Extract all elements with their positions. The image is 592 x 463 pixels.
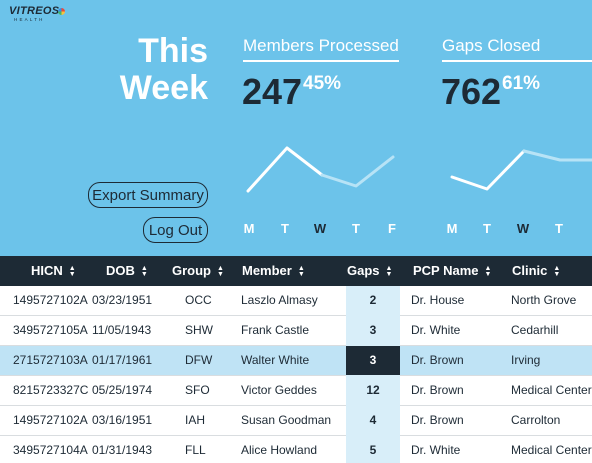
cell-hicn: 1495727102A xyxy=(13,413,88,427)
cell-pcp: Dr. House xyxy=(411,293,465,307)
day-label: M xyxy=(243,221,255,236)
members-divider xyxy=(243,60,399,62)
cell-dob: 11/05/1943 xyxy=(92,323,152,337)
cell-gaps: 3 xyxy=(346,316,400,345)
cell-hicn: 2715727103A xyxy=(13,353,88,367)
cell-gaps: 2 xyxy=(346,286,400,315)
cell-member: Susan Goodman xyxy=(241,413,332,427)
cell-clinic: Medical Center xyxy=(511,383,592,397)
cell-dob: 05/25/1974 xyxy=(92,383,153,397)
cell-group: DFW xyxy=(185,353,213,367)
cell-gaps: 4 xyxy=(346,406,400,435)
day-label: F xyxy=(388,221,396,236)
cell-clinic: Irving xyxy=(511,353,541,367)
table-row[interactable]: 1495727102A 03/16/1951 IAH Susan Goodman Dr.… xyxy=(0,406,592,436)
column-header-group[interactable]: Group ▲ ▼ xyxy=(172,263,224,278)
gaps-column-band xyxy=(346,315,400,316)
gaps-sparkline xyxy=(450,149,592,191)
members-sparkline xyxy=(246,146,395,193)
cell-member: Frank Castle xyxy=(241,323,310,337)
table-row[interactable]: 3495727105A 11/05/1943 SHW Frank Castle Dr. … xyxy=(0,316,592,346)
day-label: M xyxy=(446,221,458,236)
cell-hicn: 8215723327C xyxy=(13,383,89,397)
day-label: T xyxy=(281,221,289,236)
cell-dob: 01/17/1961 xyxy=(92,353,153,367)
table-row[interactable]: 1495727102A 03/23/1951 OCC Laszlo Almasy Dr.… xyxy=(0,286,592,316)
cell-pcp: Dr. White xyxy=(411,443,461,457)
sort-arrows-icon: ▲ ▼ xyxy=(553,265,561,278)
cell-dob: 01/31/1943 xyxy=(92,443,153,457)
logo-color-dot-icon xyxy=(58,8,65,15)
cell-member: Victor Geddes xyxy=(241,383,317,397)
table-body: 1495727102A 03/23/1951 OCC Laszlo Almasy Dr.… xyxy=(0,286,592,463)
gaps-column-band xyxy=(346,435,400,436)
cell-clinic: Carrolton xyxy=(511,413,561,427)
cell-member: Laszlo Almasy xyxy=(241,293,318,307)
log-out-button[interactable]: Log Out xyxy=(143,217,208,243)
cell-group: SHW xyxy=(185,323,213,337)
column-header-dob[interactable]: DOB ▲ ▼ xyxy=(106,263,148,278)
sort-arrows-icon: ▲ ▼ xyxy=(140,265,148,278)
table-header: HICN ▲ ▼ DOB ▲ ▼ Group ▲ ▼ Member ▲ ▼ Gaps ▲ ▼ PCP… xyxy=(0,256,592,286)
table-row[interactable]: 2715727103A 01/17/1961 DFW Walter White Dr. … xyxy=(0,346,592,376)
cell-clinic: North Grove xyxy=(511,293,577,307)
column-header-hicn[interactable]: HICN ▲ ▼ xyxy=(31,263,76,278)
cell-pcp: Dr. Brown xyxy=(411,413,464,427)
page-title: This Week xyxy=(119,32,208,107)
gaps-column-band xyxy=(346,405,400,406)
gaps-column-band xyxy=(346,375,400,376)
cell-gaps: 3 xyxy=(346,346,400,375)
column-header-gaps[interactable]: Gaps ▲ ▼ xyxy=(347,263,393,278)
column-header-member[interactable]: Member ▲ ▼ xyxy=(242,263,305,278)
export-summary-button[interactable]: Export Summary xyxy=(88,182,208,208)
gaps-column-band xyxy=(346,345,400,346)
sort-arrows-icon: ▲ ▼ xyxy=(297,265,305,278)
day-label: T xyxy=(352,221,360,236)
sort-arrows-icon: ▲ ▼ xyxy=(217,265,224,278)
vitreos-logo: VITREOS HEALTH xyxy=(9,5,65,23)
gaps-closed-percent: 61% xyxy=(502,73,541,94)
dashboard-header: VITREOS HEALTH This Week Export Summary … xyxy=(0,0,592,256)
sort-arrows-icon: ▲ ▼ xyxy=(385,265,393,278)
cell-clinic: Cedarhill xyxy=(511,323,559,337)
sort-arrows-icon: ▲ ▼ xyxy=(68,265,76,278)
day-label: W xyxy=(313,221,327,236)
cell-gaps: 12 xyxy=(346,376,400,405)
cell-group: FLL xyxy=(185,443,206,457)
table-row[interactable]: 3495727104A 01/31/1943 FLL Alice Howland Dr.… xyxy=(0,436,592,463)
members-processed-percent: 45% xyxy=(303,73,342,94)
cell-group: SFO xyxy=(185,383,210,397)
cell-member: Alice Howland xyxy=(241,443,318,457)
column-header-pcp-name[interactable]: PCP Name ▲ ▼ xyxy=(413,263,492,278)
cell-hicn: 3495727104A xyxy=(13,443,88,457)
cell-gaps: 5 xyxy=(346,436,400,463)
cell-group: IAH xyxy=(185,413,206,427)
members-table: HICN ▲ ▼ DOB ▲ ▼ Group ▲ ▼ Member ▲ ▼ Gaps ▲ ▼ PCP… xyxy=(0,256,592,463)
sort-arrows-icon: ▲ ▼ xyxy=(484,265,492,278)
cell-dob: 03/16/1951 xyxy=(92,413,153,427)
cell-pcp: Dr. Brown xyxy=(411,353,464,367)
members-processed-label: Members Processed xyxy=(243,36,399,55)
day-label: W xyxy=(516,221,530,236)
cell-pcp: Dr. Brown xyxy=(411,383,464,397)
members-processed-value: 247 xyxy=(242,71,303,112)
cell-dob: 03/23/1951 xyxy=(92,293,153,307)
cell-hicn: 1495727102A xyxy=(13,293,88,307)
gaps-closed-value: 762 xyxy=(441,71,502,112)
day-label: T xyxy=(555,221,563,236)
table-row[interactable]: 8215723327C 05/25/1974 SFO Victor Geddes Dr.… xyxy=(0,376,592,406)
gaps-divider xyxy=(442,60,592,62)
cell-clinic: Medical Center xyxy=(511,443,592,457)
cell-pcp: Dr. White xyxy=(411,323,461,337)
cell-group: OCC xyxy=(185,293,212,307)
gaps-closed-label: Gaps Closed xyxy=(442,36,541,55)
cell-member: Walter White xyxy=(241,353,310,367)
cell-hicn: 3495727105A xyxy=(13,323,88,337)
day-label: T xyxy=(483,221,491,236)
column-header-clinic[interactable]: Clinic ▲ ▼ xyxy=(512,263,561,278)
